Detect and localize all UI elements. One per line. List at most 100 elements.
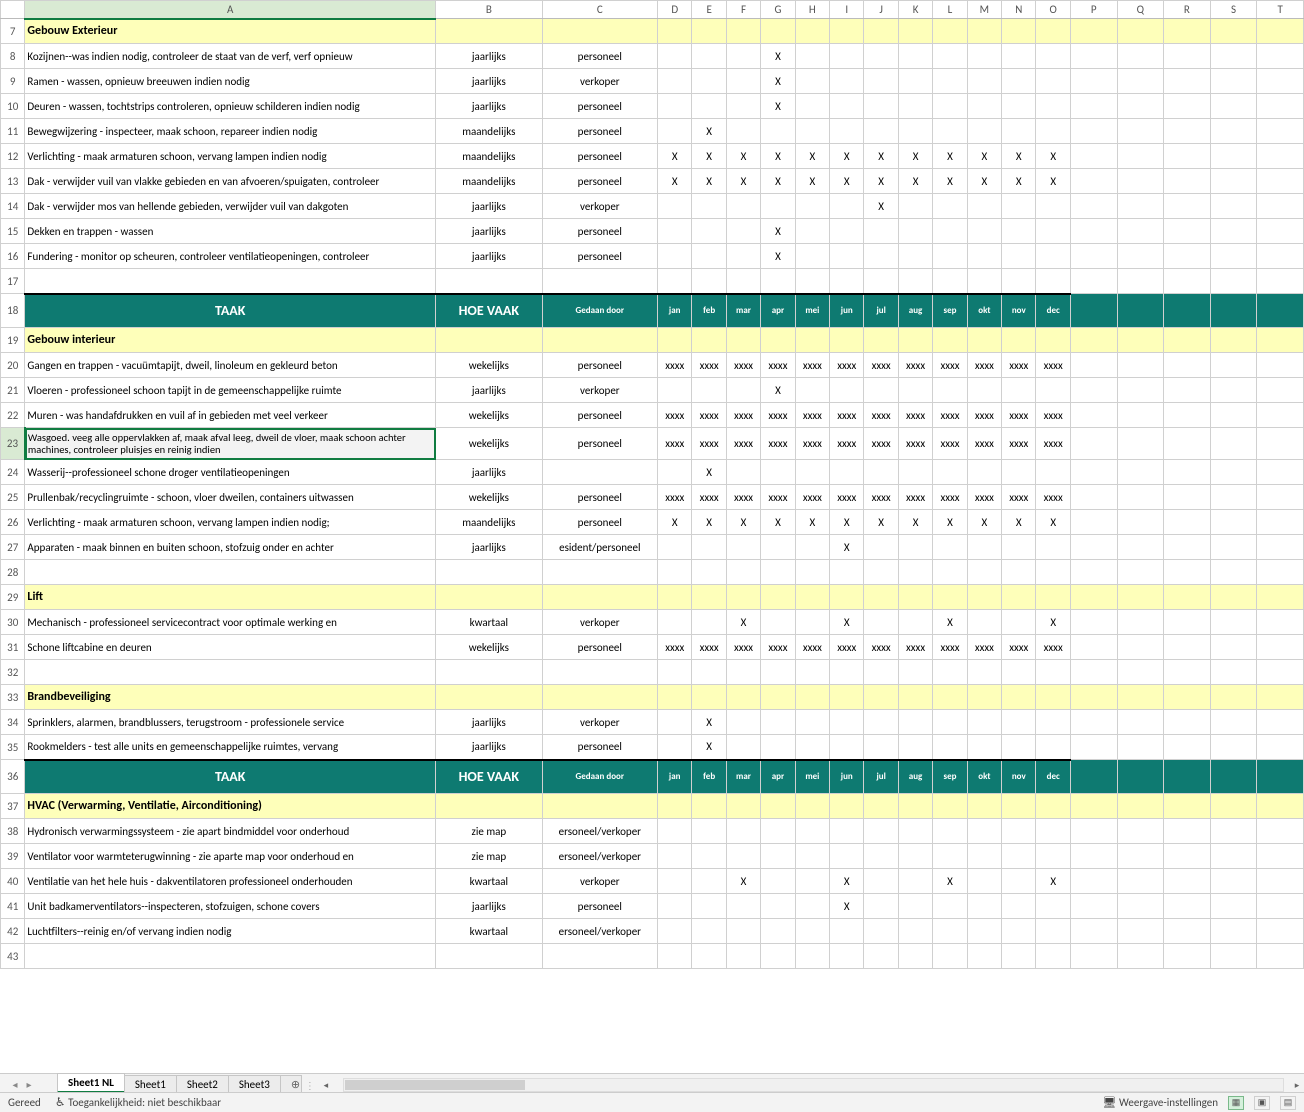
month-cell-sep[interactable]: [933, 69, 967, 94]
month-cell-sep[interactable]: X: [933, 610, 967, 635]
month-cell-nov[interactable]: xxxx: [1002, 353, 1036, 378]
cell-out[interactable]: [1070, 635, 1117, 660]
freq-cell[interactable]: jaarlijks: [436, 44, 543, 69]
cell[interactable]: [898, 269, 932, 294]
month-cell-feb[interactable]: X: [692, 510, 726, 535]
cell-out[interactable]: [1164, 69, 1211, 94]
month-cell-okt[interactable]: [967, 610, 1001, 635]
cell-out[interactable]: [1070, 760, 1117, 794]
cell-out[interactable]: [1070, 428, 1117, 460]
task-cell[interactable]: Deuren - wassen, tochtstrips controleren…: [25, 94, 436, 119]
col-header-N[interactable]: N: [1002, 1, 1036, 19]
month-cell-aug[interactable]: [898, 610, 932, 635]
month-cell-jan[interactable]: [658, 610, 692, 635]
cell[interactable]: [726, 944, 760, 969]
cell[interactable]: [436, 328, 543, 353]
cell-out[interactable]: [1210, 535, 1257, 560]
freq-cell[interactable]: jaarlijks: [436, 194, 543, 219]
cell-out[interactable]: [1164, 560, 1211, 585]
cell[interactable]: [898, 944, 932, 969]
col-header-T[interactable]: T: [1257, 1, 1304, 19]
cell[interactable]: [864, 660, 898, 685]
doneby-cell[interactable]: verkoper: [542, 69, 657, 94]
month-cell-nov[interactable]: [1002, 610, 1036, 635]
cell-out[interactable]: [1117, 760, 1164, 794]
cell-out[interactable]: [1070, 269, 1117, 294]
month-cell-feb[interactable]: [692, 378, 726, 403]
doneby-cell[interactable]: personeel: [542, 44, 657, 69]
cell-out[interactable]: [1210, 294, 1257, 328]
cell[interactable]: [761, 585, 795, 610]
month-cell-jan[interactable]: [658, 535, 692, 560]
cell[interactable]: [933, 794, 967, 819]
cell-out[interactable]: [1117, 269, 1164, 294]
row-header-33[interactable]: 33: [1, 685, 25, 710]
month-cell-aug[interactable]: X: [898, 144, 932, 169]
month-cell-mei[interactable]: [795, 378, 829, 403]
row-header-22[interactable]: 22: [1, 403, 25, 428]
month-cell-jan[interactable]: xxxx: [658, 485, 692, 510]
row-header-25[interactable]: 25: [1, 485, 25, 510]
cell[interactable]: [1002, 794, 1036, 819]
month-cell-mei[interactable]: X: [795, 169, 829, 194]
doneby-cell[interactable]: personeel: [542, 485, 657, 510]
col-header-I[interactable]: I: [830, 1, 864, 19]
freq-cell[interactable]: wekelijks: [436, 635, 543, 660]
month-cell-okt[interactable]: [967, 378, 1001, 403]
cell[interactable]: [933, 328, 967, 353]
month-cell-dec[interactable]: [1036, 844, 1070, 869]
cell-out[interactable]: [1070, 710, 1117, 735]
month-cell-jul[interactable]: [864, 819, 898, 844]
month-cell-jan[interactable]: [658, 244, 692, 269]
cell-out[interactable]: [1257, 460, 1304, 485]
cell-out[interactable]: [1210, 244, 1257, 269]
doneby-cell[interactable]: verkoper: [542, 869, 657, 894]
month-cell-apr[interactable]: X: [761, 94, 795, 119]
cell[interactable]: [1117, 944, 1164, 969]
cell-out[interactable]: [1117, 353, 1164, 378]
cell-out[interactable]: [1210, 660, 1257, 685]
month-cell-nov[interactable]: X: [1002, 169, 1036, 194]
cell[interactable]: [542, 328, 657, 353]
row-header-13[interactable]: 13: [1, 169, 25, 194]
cell-out[interactable]: [1070, 353, 1117, 378]
month-cell-aug[interactable]: [898, 378, 932, 403]
doneby-cell[interactable]: verkoper: [542, 194, 657, 219]
cell-out[interactable]: [1257, 403, 1304, 428]
cell[interactable]: [864, 685, 898, 710]
col-header-Q[interactable]: Q: [1117, 1, 1164, 19]
month-cell-dec[interactable]: [1036, 819, 1070, 844]
cell[interactable]: [933, 269, 967, 294]
cell-out[interactable]: [1257, 119, 1304, 144]
month-cell-jun[interactable]: xxxx: [830, 635, 864, 660]
freq-cell[interactable]: kwartaal: [436, 919, 543, 944]
month-cell-apr[interactable]: X: [761, 219, 795, 244]
sheet-tab-Sheet1-NL[interactable]: Sheet1 NL: [57, 1073, 125, 1093]
cell-out[interactable]: [1210, 460, 1257, 485]
month-cell-jun[interactable]: [830, 819, 864, 844]
month-cell-mar[interactable]: [726, 69, 760, 94]
cell-out[interactable]: [1257, 219, 1304, 244]
cell-out[interactable]: [1210, 844, 1257, 869]
month-cell-aug[interactable]: [898, 869, 932, 894]
cell-out[interactable]: [1210, 194, 1257, 219]
freq-cell[interactable]: wekelijks: [436, 428, 543, 460]
month-cell-okt[interactable]: [967, 44, 1001, 69]
cell-out[interactable]: [1164, 894, 1211, 919]
month-cell-mei[interactable]: [795, 44, 829, 69]
cell[interactable]: [967, 269, 1001, 294]
cell[interactable]: [692, 660, 726, 685]
cell-out[interactable]: [1164, 844, 1211, 869]
freq-cell[interactable]: maandelijks: [436, 510, 543, 535]
cell[interactable]: [436, 685, 543, 710]
row-header-20[interactable]: 20: [1, 353, 25, 378]
row-header-14[interactable]: 14: [1, 194, 25, 219]
month-cell-okt[interactable]: [967, 460, 1001, 485]
month-cell-dec[interactable]: [1036, 244, 1070, 269]
cell-out[interactable]: [1164, 244, 1211, 269]
month-cell-dec[interactable]: [1036, 460, 1070, 485]
cell[interactable]: [658, 269, 692, 294]
cell-out[interactable]: [1070, 144, 1117, 169]
col-header-C[interactable]: C: [542, 1, 657, 19]
cell-out[interactable]: [1257, 19, 1304, 44]
